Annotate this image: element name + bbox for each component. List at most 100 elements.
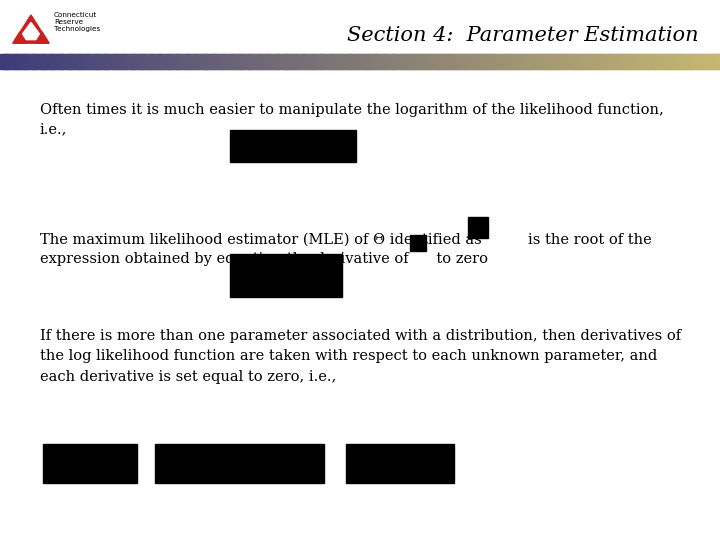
- Bar: [313, 54, 317, 69]
- Bar: [461, 54, 464, 69]
- Bar: [94, 54, 97, 69]
- Bar: [412, 54, 415, 69]
- Bar: [365, 54, 369, 69]
- Bar: [241, 54, 245, 69]
- Bar: [526, 54, 528, 69]
- Bar: [179, 54, 181, 69]
- Bar: [469, 54, 473, 69]
- Bar: [603, 54, 606, 69]
- Bar: [625, 54, 628, 69]
- Bar: [202, 54, 205, 69]
- Bar: [544, 54, 547, 69]
- Bar: [716, 54, 720, 69]
- Bar: [670, 54, 673, 69]
- Bar: [124, 54, 127, 69]
- Polygon shape: [19, 22, 44, 39]
- Bar: [598, 54, 601, 69]
- Bar: [22, 54, 24, 69]
- Bar: [556, 54, 559, 69]
- Bar: [683, 54, 685, 69]
- Bar: [29, 54, 32, 69]
- Bar: [614, 54, 617, 69]
- Bar: [468, 217, 488, 238]
- Bar: [390, 54, 394, 69]
- Bar: [181, 54, 185, 69]
- Bar: [464, 54, 468, 69]
- Bar: [308, 54, 311, 69]
- Bar: [45, 54, 48, 69]
- Bar: [641, 54, 644, 69]
- Bar: [49, 54, 52, 69]
- Bar: [42, 54, 45, 69]
- Bar: [35, 54, 37, 69]
- Bar: [410, 54, 413, 69]
- Bar: [217, 54, 221, 69]
- Bar: [56, 54, 59, 69]
- Bar: [596, 54, 599, 69]
- Bar: [585, 54, 588, 69]
- Bar: [493, 54, 497, 69]
- Bar: [608, 54, 612, 69]
- Bar: [209, 54, 212, 69]
- Bar: [606, 54, 610, 69]
- Bar: [304, 54, 307, 69]
- Bar: [380, 54, 383, 69]
- Bar: [374, 54, 377, 69]
- Bar: [414, 54, 417, 69]
- Bar: [518, 54, 521, 69]
- Bar: [459, 54, 462, 69]
- Bar: [445, 54, 448, 69]
- Bar: [457, 54, 461, 69]
- Bar: [395, 54, 397, 69]
- Bar: [344, 54, 347, 69]
- Bar: [184, 54, 187, 69]
- Bar: [63, 54, 66, 69]
- Bar: [503, 54, 505, 69]
- Bar: [659, 54, 662, 69]
- Bar: [675, 54, 678, 69]
- Bar: [450, 54, 454, 69]
- Bar: [72, 54, 76, 69]
- Bar: [709, 54, 713, 69]
- Bar: [477, 54, 480, 69]
- Polygon shape: [13, 32, 27, 43]
- Bar: [126, 54, 130, 69]
- Bar: [479, 54, 482, 69]
- Bar: [253, 54, 257, 69]
- Bar: [90, 54, 94, 69]
- Bar: [455, 54, 459, 69]
- Bar: [481, 54, 484, 69]
- Polygon shape: [13, 15, 49, 43]
- Bar: [193, 54, 196, 69]
- Bar: [356, 54, 360, 69]
- Bar: [164, 54, 167, 69]
- Bar: [611, 54, 613, 69]
- Bar: [554, 54, 557, 69]
- Bar: [89, 54, 91, 69]
- Bar: [400, 54, 403, 69]
- Bar: [284, 54, 288, 69]
- Bar: [644, 54, 648, 69]
- Bar: [160, 54, 163, 69]
- Bar: [376, 54, 379, 69]
- Bar: [186, 54, 189, 69]
- Bar: [203, 54, 207, 69]
- Bar: [612, 54, 615, 69]
- Bar: [266, 54, 269, 69]
- Bar: [239, 54, 243, 69]
- Bar: [549, 54, 552, 69]
- Bar: [684, 54, 687, 69]
- Bar: [50, 54, 54, 69]
- Bar: [508, 54, 510, 69]
- Bar: [680, 54, 684, 69]
- Bar: [355, 54, 358, 69]
- Bar: [626, 54, 629, 69]
- Bar: [389, 54, 392, 69]
- Bar: [599, 54, 603, 69]
- Bar: [575, 54, 577, 69]
- Bar: [180, 54, 183, 69]
- Bar: [155, 444, 324, 483]
- Bar: [441, 54, 444, 69]
- Bar: [83, 54, 86, 69]
- Bar: [567, 54, 570, 69]
